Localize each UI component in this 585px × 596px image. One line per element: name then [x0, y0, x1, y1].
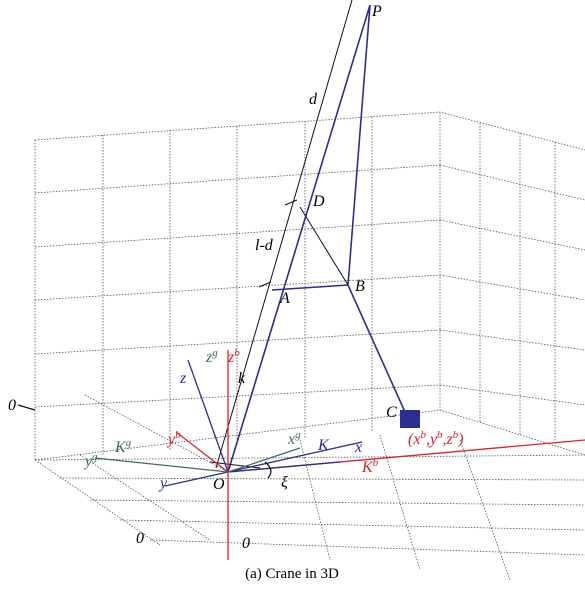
axis-label: z — [179, 370, 187, 387]
point-label: P — [371, 3, 382, 20]
coordinate-label: (xb,yb,zb) — [408, 429, 464, 448]
point-label: B — [355, 278, 365, 295]
sup: b — [453, 429, 459, 441]
sup: g — [295, 429, 301, 441]
axis-label: yg — [83, 451, 98, 470]
point-label: D — [312, 193, 325, 210]
sup: g — [92, 451, 98, 463]
angle-label: ξ — [281, 474, 288, 491]
part: ,z — [443, 431, 454, 448]
axis-label: Kb — [361, 457, 379, 476]
frames — [17, 350, 585, 560]
axis-label: zg — [205, 347, 218, 366]
labels: P D B A O C d l-d k ξ z x y K zg zb yg K… — [8, 3, 464, 582]
zero-label: 0 — [136, 530, 144, 547]
axis-label: Kg — [114, 437, 132, 456]
crane — [227, 4, 406, 473]
base: z — [227, 349, 235, 366]
dimension-lines — [209, 0, 353, 469]
sup: b — [373, 457, 379, 469]
axis-label: zb — [227, 347, 240, 366]
load-box — [400, 410, 420, 428]
sup: b — [234, 347, 240, 359]
base: K — [361, 459, 374, 476]
zero-label: 0 — [8, 397, 16, 414]
caption: (a) Crane in 3D — [245, 566, 339, 582]
dimension-label: k — [238, 370, 246, 387]
axis-label: xg — [287, 429, 301, 448]
sup: g — [126, 437, 132, 449]
base: y — [166, 431, 176, 448]
point-label: O — [213, 476, 225, 493]
sup: g — [212, 347, 218, 359]
base: x — [287, 431, 295, 448]
axis-label: K — [317, 437, 330, 454]
base: K — [114, 439, 127, 456]
sup: b — [420, 429, 426, 441]
axis-label: x — [354, 439, 362, 456]
part: ,y — [426, 431, 438, 448]
zero-label: 0 — [242, 535, 250, 552]
base: z — [205, 349, 213, 366]
dimension-label: l-d — [255, 237, 274, 254]
part: (x — [408, 431, 420, 448]
sup: b — [175, 429, 181, 441]
grid — [34, 111, 585, 581]
point-label: C — [386, 404, 397, 421]
point-label: A — [279, 290, 290, 307]
axis-label: yb — [166, 429, 181, 448]
dimension-label: d — [309, 91, 318, 108]
base: y — [83, 453, 93, 470]
sup: b — [437, 429, 443, 441]
axis-label: y — [158, 475, 168, 492]
part: ) — [457, 431, 463, 448]
